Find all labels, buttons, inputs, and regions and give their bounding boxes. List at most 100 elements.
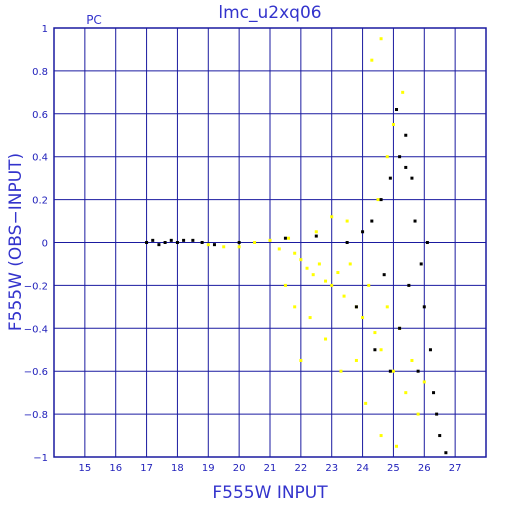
data-point-yellow — [283, 283, 287, 287]
data-point-black — [191, 238, 195, 242]
y-tick-label: 0.8 — [32, 67, 48, 78]
x-tick-label: 19 — [202, 463, 215, 474]
data-point-yellow — [391, 123, 395, 127]
data-point-yellow — [422, 380, 426, 384]
data-point-yellow — [253, 241, 257, 244]
x-tick-label: 25 — [387, 463, 400, 474]
data-point-black — [413, 219, 417, 223]
data-point-black — [151, 238, 155, 242]
data-point-yellow — [373, 331, 377, 335]
x-tick-label: 27 — [449, 463, 462, 474]
data-point-yellow — [401, 90, 405, 94]
plot-area-frame — [53, 27, 487, 458]
x-tick-label: 18 — [171, 463, 184, 474]
data-point-black — [175, 241, 179, 244]
data-point-yellow — [354, 358, 358, 362]
data-point-black — [354, 305, 358, 309]
data-point-yellow — [376, 198, 380, 202]
data-point-yellow — [370, 58, 374, 62]
data-point-yellow — [379, 348, 383, 352]
data-point-yellow — [385, 305, 389, 309]
data-point-black — [419, 262, 423, 266]
data-point-black — [370, 219, 374, 223]
x-tick-label: 16 — [109, 463, 122, 474]
data-point-yellow — [293, 305, 297, 309]
data-points — [145, 37, 448, 455]
x-tick-label: 15 — [78, 463, 91, 474]
data-point-yellow — [317, 262, 321, 266]
x-tick-label: 17 — [140, 463, 153, 474]
data-point-black — [410, 176, 414, 180]
data-point-black — [361, 230, 365, 234]
data-point-black — [388, 369, 392, 373]
data-point-yellow — [367, 283, 371, 287]
data-point-black — [212, 243, 216, 247]
data-point-yellow — [391, 369, 395, 373]
data-point-yellow — [336, 271, 340, 275]
data-point-black — [388, 176, 392, 180]
chart-title: lmc_u2xq06 — [218, 3, 321, 23]
x-axis-label: F555W INPUT — [212, 483, 328, 503]
data-point-yellow — [379, 37, 383, 41]
data-point-yellow — [348, 262, 352, 266]
x-tick-label: 23 — [325, 463, 338, 474]
y-axis-label: F555W (OBS−INPUT) — [6, 153, 26, 331]
data-point-yellow — [277, 247, 281, 251]
data-point-yellow — [311, 273, 315, 277]
data-point-black — [416, 369, 420, 373]
y-tick-label: 0.2 — [32, 196, 48, 207]
data-point-black — [145, 241, 149, 244]
data-point-yellow — [299, 358, 303, 362]
data-point-yellow — [324, 337, 328, 341]
data-point-yellow — [339, 369, 343, 373]
data-point-black — [407, 283, 411, 287]
data-point-black — [200, 241, 204, 244]
data-point-black — [404, 165, 408, 169]
data-point-yellow — [293, 251, 297, 255]
data-point-yellow — [385, 155, 389, 159]
data-point-black — [163, 241, 167, 244]
data-point-yellow — [416, 412, 420, 416]
data-point-yellow — [305, 266, 309, 270]
data-point-black — [425, 241, 429, 244]
data-point-black — [438, 434, 442, 438]
data-point-black — [373, 348, 377, 352]
y-tick-label: 1 — [42, 24, 48, 35]
data-point-yellow — [314, 230, 318, 234]
data-point-yellow — [361, 316, 365, 320]
data-point-yellow — [324, 279, 328, 283]
data-point-yellow — [330, 283, 334, 287]
data-point-yellow — [237, 245, 241, 249]
data-point-yellow — [342, 294, 346, 298]
y-tick-label: −0.2 — [24, 281, 48, 292]
data-point-black — [395, 108, 399, 112]
data-point-black — [345, 241, 349, 244]
data-point-yellow — [345, 219, 349, 223]
y-tick-label: −1 — [33, 453, 48, 464]
data-point-black — [169, 238, 173, 242]
data-point-black — [382, 273, 386, 277]
data-point-yellow — [299, 258, 303, 262]
data-point-yellow — [222, 245, 226, 249]
y-tick-label: 0.6 — [32, 110, 48, 121]
x-tick-label: 21 — [264, 463, 277, 474]
data-point-yellow — [364, 401, 368, 405]
y-tick-label: −0.4 — [24, 324, 48, 335]
data-point-black — [182, 238, 186, 242]
data-point-black — [432, 391, 436, 395]
data-point-black — [422, 305, 426, 309]
data-point-black — [237, 241, 241, 244]
x-tick-label: 20 — [233, 463, 246, 474]
data-point-black — [444, 451, 448, 455]
data-point-black — [379, 198, 383, 202]
data-point-black — [404, 133, 408, 137]
x-tick-label: 24 — [356, 463, 369, 474]
data-point-yellow — [404, 391, 408, 395]
data-point-black — [314, 234, 318, 238]
data-point-black — [428, 348, 432, 352]
x-tick-labels: 15 16 17 18 19 20 21 22 23 24 25 26 27 — [78, 463, 461, 474]
x-tick-label: 26 — [418, 463, 431, 474]
y-tick-label: 0.4 — [32, 153, 48, 164]
